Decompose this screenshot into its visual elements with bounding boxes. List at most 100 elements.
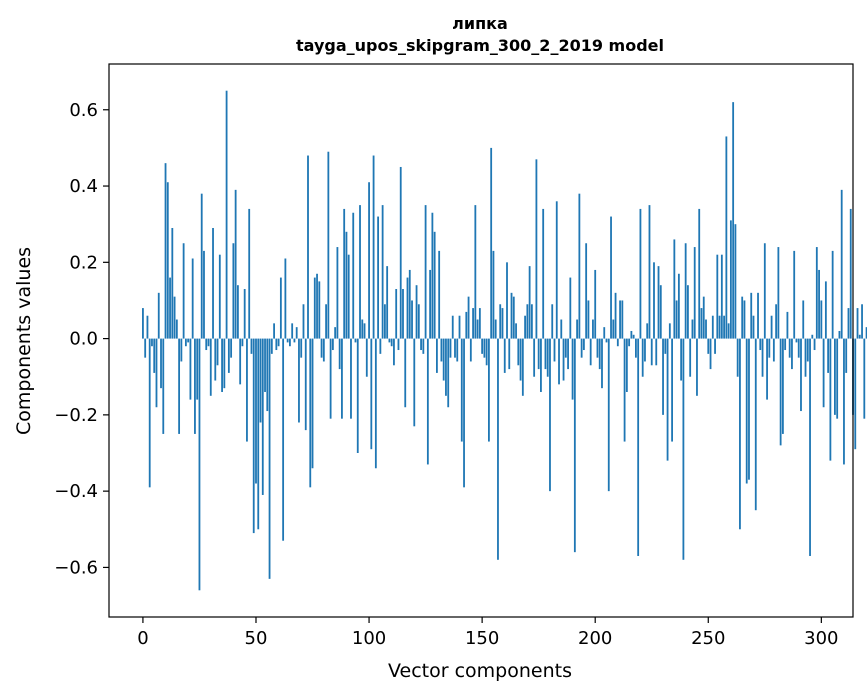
x-axis-label: Vector components [388,660,572,682]
bar [691,319,694,339]
bar [646,323,649,339]
x-axis-ticks: 0 50 100 150 200 250 300 [137,617,839,649]
bar [248,208,251,339]
bar [440,338,443,362]
bar [415,285,418,339]
bar [562,338,565,381]
bar [365,338,368,377]
bar [596,338,599,358]
bar [295,327,298,339]
bar [519,338,522,381]
bar [284,258,287,339]
bar [203,250,205,339]
bar [849,208,852,339]
bar [316,273,318,339]
bar [503,338,506,373]
bar [856,308,859,339]
bar [200,193,203,339]
bar [549,338,551,492]
bar [510,292,513,339]
bar [465,311,468,339]
bar [291,323,294,339]
bar [582,338,585,351]
bar [178,338,181,434]
bar [476,319,479,339]
bar [836,338,839,419]
bar [309,338,312,488]
bar [320,338,323,358]
bar [388,338,391,343]
bar [298,338,300,423]
bar [359,205,361,339]
bar [264,338,266,392]
bar [449,338,452,358]
bar [598,338,601,370]
bar [189,338,192,400]
bar [345,231,348,339]
y-tick-label: −0.4 [54,481,98,502]
bar [279,277,282,339]
bar [207,338,210,347]
bar [820,300,823,339]
bar [148,338,151,488]
bar [406,277,409,339]
bar [861,304,863,339]
bar [542,208,545,339]
bar [270,338,273,354]
bar [243,289,246,339]
bar [573,338,576,553]
bar [806,338,809,362]
bar [429,269,432,339]
bar [655,338,658,366]
bar [698,208,701,339]
bar [182,243,185,339]
bar [621,300,624,339]
bar [350,338,352,419]
bar [363,323,366,339]
bar [237,285,239,339]
bar [757,292,759,339]
bar [478,308,481,339]
bar [169,277,171,339]
bar [458,315,461,339]
bar [619,300,621,339]
bar [714,338,716,354]
bar [775,304,778,339]
bar [331,338,334,351]
bar [209,338,212,396]
bar [302,304,305,339]
bar [268,338,271,579]
bar [569,277,572,339]
bar [725,136,728,339]
bar [838,330,841,339]
bar [506,262,508,339]
bar [840,189,843,339]
bar [610,216,612,339]
bar [438,250,441,339]
bar [564,338,567,358]
bar [205,338,208,351]
bar [657,266,660,339]
bar [494,319,497,339]
bar [666,338,669,461]
y-tick-label: 0.2 [69,252,98,273]
bar [164,163,167,339]
bar [196,338,199,400]
bar [718,315,721,339]
bar [546,338,549,377]
bar [374,338,377,469]
bar [488,338,490,442]
bar [553,338,556,362]
bar [530,304,533,339]
bar [594,269,597,339]
bar [630,330,633,339]
bar [166,182,169,339]
x-tick-label: 100 [352,628,386,649]
bar [343,208,346,339]
bar [535,159,538,339]
bar [743,300,746,339]
bar [625,338,628,392]
bar [246,338,248,442]
bar [431,212,434,339]
